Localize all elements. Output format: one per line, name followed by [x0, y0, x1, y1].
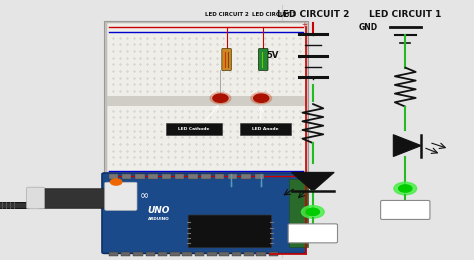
Text: Pin 4: Pin 4	[302, 229, 324, 238]
Text: LED Anode: LED Anode	[252, 127, 279, 131]
Circle shape	[254, 94, 269, 102]
Text: LED CIRCUIT 2: LED CIRCUIT 2	[277, 10, 349, 19]
Text: ∞: ∞	[140, 191, 149, 201]
FancyBboxPatch shape	[188, 174, 198, 179]
Circle shape	[394, 182, 417, 195]
FancyBboxPatch shape	[109, 174, 118, 179]
FancyBboxPatch shape	[175, 174, 184, 179]
Text: LED CIRCUIT 1: LED CIRCUIT 1	[252, 12, 295, 17]
Circle shape	[110, 179, 122, 185]
Text: GND: GND	[359, 23, 378, 32]
Text: LED CIRCUIT 2: LED CIRCUIT 2	[205, 12, 248, 17]
FancyBboxPatch shape	[27, 187, 45, 209]
Text: LED CIRCUIT 1: LED CIRCUIT 1	[369, 10, 441, 19]
FancyBboxPatch shape	[288, 224, 337, 243]
FancyBboxPatch shape	[207, 252, 217, 256]
FancyBboxPatch shape	[107, 96, 306, 106]
FancyBboxPatch shape	[102, 173, 306, 254]
FancyBboxPatch shape	[165, 122, 222, 135]
Text: +: +	[301, 22, 307, 28]
FancyBboxPatch shape	[135, 174, 145, 179]
FancyBboxPatch shape	[122, 174, 131, 179]
FancyBboxPatch shape	[269, 252, 278, 256]
FancyBboxPatch shape	[241, 174, 251, 179]
FancyBboxPatch shape	[255, 174, 264, 179]
FancyBboxPatch shape	[201, 174, 211, 179]
FancyBboxPatch shape	[289, 179, 308, 247]
FancyBboxPatch shape	[121, 252, 130, 256]
FancyBboxPatch shape	[105, 182, 137, 210]
FancyBboxPatch shape	[232, 252, 241, 256]
FancyBboxPatch shape	[133, 252, 143, 256]
Circle shape	[306, 208, 319, 216]
FancyBboxPatch shape	[182, 252, 192, 256]
FancyBboxPatch shape	[38, 189, 109, 208]
FancyBboxPatch shape	[258, 49, 268, 70]
Text: UNO: UNO	[147, 206, 170, 214]
FancyBboxPatch shape	[146, 252, 155, 256]
FancyBboxPatch shape	[381, 200, 430, 219]
Circle shape	[210, 93, 231, 104]
Circle shape	[251, 93, 272, 104]
Circle shape	[399, 185, 412, 192]
FancyBboxPatch shape	[148, 174, 158, 179]
FancyBboxPatch shape	[222, 49, 231, 70]
Text: Pin 3: Pin 3	[394, 205, 416, 214]
FancyBboxPatch shape	[162, 174, 171, 179]
Polygon shape	[292, 172, 334, 191]
FancyBboxPatch shape	[244, 252, 254, 256]
Circle shape	[301, 206, 324, 218]
FancyBboxPatch shape	[195, 252, 204, 256]
FancyBboxPatch shape	[228, 174, 237, 179]
FancyBboxPatch shape	[240, 122, 291, 135]
Text: LED Cathode: LED Cathode	[178, 127, 210, 131]
Text: ARDUINO: ARDUINO	[148, 217, 170, 222]
FancyBboxPatch shape	[104, 21, 308, 182]
FancyBboxPatch shape	[170, 252, 180, 256]
FancyBboxPatch shape	[256, 252, 266, 256]
FancyBboxPatch shape	[188, 215, 272, 248]
FancyBboxPatch shape	[109, 252, 118, 256]
Circle shape	[213, 94, 228, 102]
FancyBboxPatch shape	[158, 252, 167, 256]
Polygon shape	[393, 135, 421, 157]
Text: 5V: 5V	[266, 51, 279, 60]
FancyBboxPatch shape	[107, 23, 306, 172]
FancyBboxPatch shape	[219, 252, 229, 256]
FancyBboxPatch shape	[215, 174, 224, 179]
